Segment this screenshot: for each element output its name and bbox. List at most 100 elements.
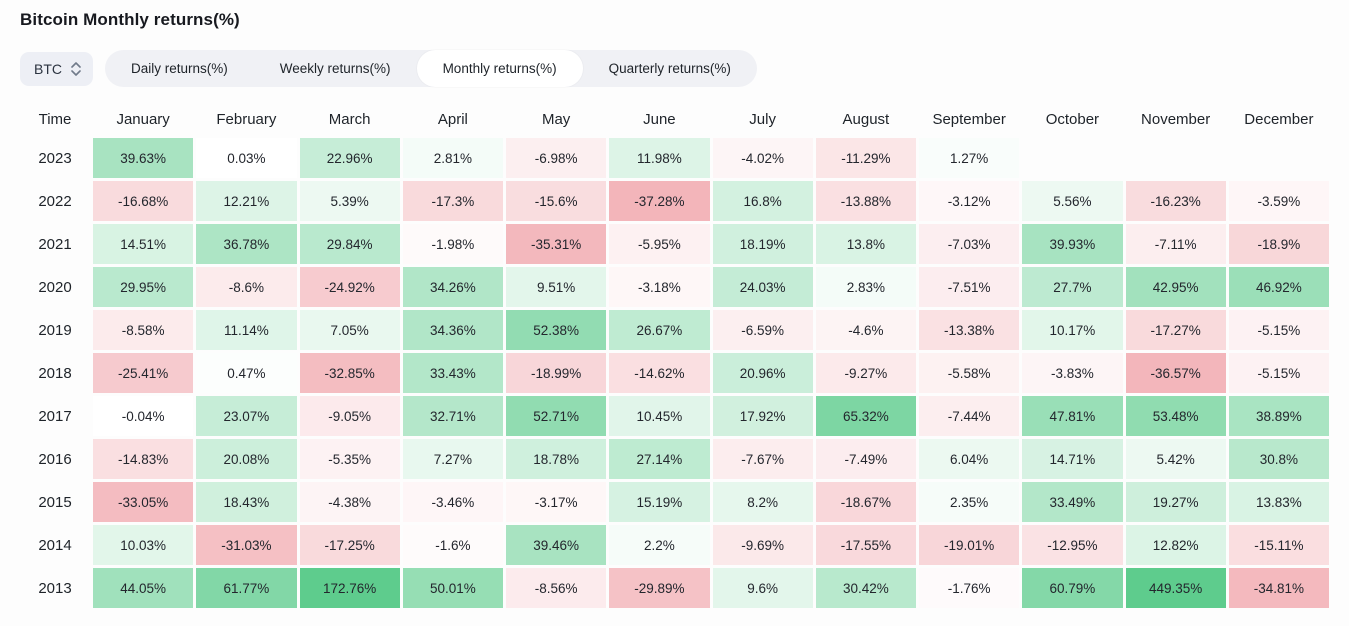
heatmap-cell-2022-january: -16.68%	[93, 181, 194, 221]
heatmap-cell-2023-january: 39.63%	[93, 138, 194, 178]
tab-quarterly-returns[interactable]: Quarterly returns(%)	[608, 61, 731, 76]
heatmap-cell-2013-september: -1.76%	[919, 568, 1020, 608]
heatmap-cell-2021-may: -35.31%	[506, 224, 607, 264]
tab-daily-returns[interactable]: Daily returns(%)	[131, 61, 228, 76]
heatmap-cell-2021-october: 39.93%	[1022, 224, 1123, 264]
heatmap-cell-2014-april: -1.6%	[402, 525, 503, 565]
row-year-label-2018: 2018	[38, 364, 72, 382]
heatmap-cell-2013-october: 60.79%	[1022, 568, 1123, 608]
returns-period-tabs: Daily returns(%) Weekly returns(%) Month…	[105, 50, 757, 87]
heatmap-cell-2020-august: 2.83%	[815, 267, 916, 307]
heatmap-cell-2019-january: -8.58%	[93, 310, 194, 350]
heatmap-cell-2022-february: 12.21%	[196, 181, 297, 221]
heatmap-cell-2015-march: -4.38%	[299, 482, 400, 522]
heatmap-cell-empty	[1022, 138, 1122, 178]
heatmap-cell-2015-september: 2.35%	[919, 482, 1020, 522]
heatmap-cell-2021-december: -18.9%	[1228, 224, 1329, 264]
heatmap-cell-2021-january: 14.51%	[93, 224, 194, 264]
heatmap-cell-2020-march: -24.92%	[299, 267, 400, 307]
heatmap-cell-2019-september: -13.38%	[919, 310, 1020, 350]
heatmap-cell-2014-january: 10.03%	[93, 525, 194, 565]
heatmap-cell-2017-march: -9.05%	[299, 396, 400, 436]
column-header-september: September	[932, 110, 1006, 128]
heatmap-cell-2019-october: 10.17%	[1022, 310, 1123, 350]
heatmap-cell-2014-february: -31.03%	[196, 525, 297, 565]
controls-bar: BTC Daily returns(%) Weekly returns(%) M…	[20, 50, 1329, 87]
heatmap-cell-2019-march: 7.05%	[299, 310, 400, 350]
heatmap-cell-2021-august: 13.8%	[815, 224, 916, 264]
heatmap-cell-2023-april: 2.81%	[402, 138, 503, 178]
heatmap-cell-2017-november: 53.48%	[1125, 396, 1226, 436]
column-header-november: November	[1141, 110, 1211, 128]
row-year-label-2019: 2019	[38, 321, 72, 339]
heatmap-cell-2019-july: -6.59%	[712, 310, 813, 350]
heatmap-cell-2017-june: 10.45%	[609, 396, 710, 436]
heatmap-cell-2022-april: -17.3%	[402, 181, 503, 221]
heatmap-cell-2018-february: 0.47%	[196, 353, 297, 393]
row-year-label-2017: 2017	[38, 407, 72, 425]
heatmap-cell-2021-november: -7.11%	[1125, 224, 1226, 264]
heatmap-cell-2015-january: -33.05%	[93, 482, 194, 522]
row-year-label-2023: 2023	[38, 149, 72, 167]
heatmap-cell-2019-november: -17.27%	[1125, 310, 1226, 350]
heatmap-cell-2015-april: -3.46%	[402, 482, 503, 522]
heatmap-cell-2016-september: 6.04%	[919, 439, 1020, 479]
heatmap-cell-2021-february: 36.78%	[196, 224, 297, 264]
heatmap-cell-2018-september: -5.58%	[919, 353, 1020, 393]
heatmap-cell-2017-october: 47.81%	[1022, 396, 1123, 436]
heatmap-cell-2022-december: -3.59%	[1228, 181, 1329, 221]
row-year-label-2016: 2016	[38, 450, 72, 468]
heatmap-cell-2013-december: -34.81%	[1228, 568, 1329, 608]
heatmap-cell-2022-march: 5.39%	[299, 181, 400, 221]
heatmap-cell-2018-january: -25.41%	[93, 353, 194, 393]
heatmap-cell-2018-november: -36.57%	[1125, 353, 1226, 393]
heatmap-cell-2020-january: 29.95%	[93, 267, 194, 307]
heatmap-cell-2013-march: 172.76%	[299, 568, 400, 608]
row-year-label-2021: 2021	[38, 235, 72, 253]
heatmap-cell-2014-may: 39.46%	[506, 525, 607, 565]
heatmap-cell-2017-february: 23.07%	[196, 396, 297, 436]
heatmap-cell-2013-july: 9.6%	[712, 568, 813, 608]
heatmap-cell-2016-august: -7.49%	[815, 439, 916, 479]
column-header-july: July	[749, 110, 776, 128]
heatmap-cell-2021-september: -7.03%	[919, 224, 1020, 264]
column-header-december: December	[1244, 110, 1314, 128]
heatmap-cell-2014-november: 12.82%	[1125, 525, 1226, 565]
heatmap-cell-2022-july: 16.8%	[712, 181, 813, 221]
heatmap-cell-2019-june: 26.67%	[609, 310, 710, 350]
heatmap-cell-2015-july: 8.2%	[712, 482, 813, 522]
heatmap-cell-2019-may: 52.38%	[506, 310, 607, 350]
heatmap-cell-2022-august: -13.88%	[815, 181, 916, 221]
heatmap-cell-2020-july: 24.03%	[712, 267, 813, 307]
heatmap-cell-2019-december: -5.15%	[1228, 310, 1329, 350]
column-header-january: January	[116, 110, 170, 128]
heatmap-cell-2018-june: -14.62%	[609, 353, 710, 393]
heatmap-cell-2016-january: -14.83%	[93, 439, 194, 479]
updown-chevron-icon	[71, 61, 81, 76]
heatmap-cell-2014-december: -15.11%	[1228, 525, 1329, 565]
heatmap-cell-2019-august: -4.6%	[815, 310, 916, 350]
heatmap-cell-2020-april: 34.26%	[402, 267, 503, 307]
heatmap-cell-2018-july: 20.96%	[712, 353, 813, 393]
tab-monthly-returns[interactable]: Monthly returns(%)	[416, 50, 583, 87]
symbol-select[interactable]: BTC	[20, 51, 93, 86]
heatmap-cell-2017-january: -0.04%	[93, 396, 194, 436]
heatmap-cell-2023-august: -11.29%	[815, 138, 916, 178]
heatmap-cell-2013-january: 44.05%	[93, 568, 194, 608]
tab-weekly-returns[interactable]: Weekly returns(%)	[279, 61, 391, 76]
heatmap-cell-2021-march: 29.84%	[299, 224, 400, 264]
heatmap-cell-2018-december: -5.15%	[1228, 353, 1329, 393]
heatmap-cell-2020-june: -3.18%	[609, 267, 710, 307]
row-year-label-2020: 2020	[38, 278, 72, 296]
heatmap-cell-empty	[1126, 138, 1226, 178]
heatmap-cell-2020-november: 42.95%	[1125, 267, 1226, 307]
symbol-select-value: BTC	[34, 60, 62, 77]
heatmap-cell-2022-may: -15.6%	[506, 181, 607, 221]
monthly-returns-heatmap: Time January February March April May June July…	[20, 103, 1329, 608]
heatmap-cell-2018-march: -32.85%	[299, 353, 400, 393]
heatmap-cell-2020-may: 9.51%	[506, 267, 607, 307]
heatmap-cell-2013-may: -8.56%	[506, 568, 607, 608]
heatmap-cell-2016-march: -5.35%	[299, 439, 400, 479]
heatmap-cell-2019-february: 11.14%	[196, 310, 297, 350]
heatmap-cell-2017-april: 32.71%	[402, 396, 503, 436]
